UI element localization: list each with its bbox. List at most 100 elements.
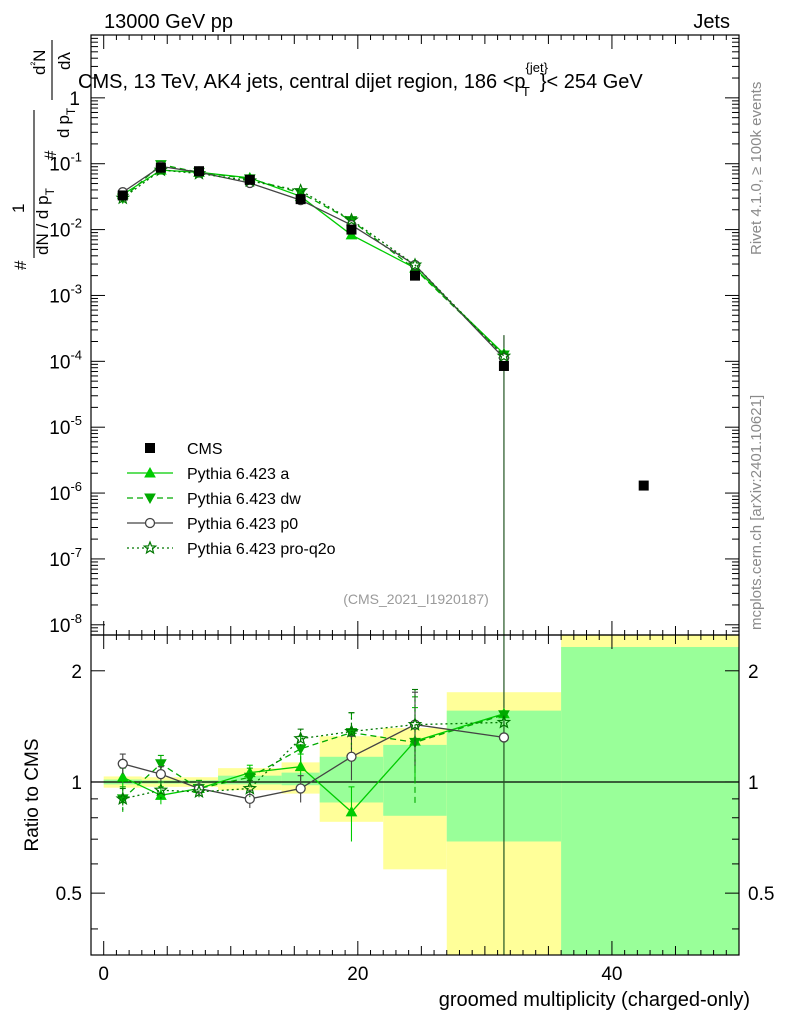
main-series-3-point-7 [496,348,512,363]
legend-label-2: Pythia 6.423 dw [187,491,301,508]
xtick-label-2: 40 [601,964,622,985]
ratio-series-2-point-7 [498,732,510,743]
ratio-series-0-point-0 [116,771,129,782]
legend-marker-3 [144,517,156,529]
header-right: Jets [693,11,730,33]
ratio-marks-group [115,688,512,842]
ytick-base-2: 10 [49,484,70,505]
ylabel-sq: ² [29,62,41,66]
ytick-base-1: 10 [49,550,70,571]
ratio-series-0-point-4 [294,760,307,772]
legend-marker-2 [144,493,156,505]
ratio-series-2-point-2 [193,783,205,794]
ylabel-dp: dpT [54,107,78,138]
ylabel-T2: T [64,107,78,115]
ytick-label-main-6: 10-2 [49,216,82,242]
ylabel-slash: / [33,219,52,233]
ratio-series-1-point-3 [243,772,256,784]
ratio-panel-frame [90,634,740,956]
xtick-label-1: 20 [347,964,368,985]
main-series-3-point-5 [344,212,359,227]
main-series-3-point-4 [293,183,308,197]
chart-title: CMS, 13 TeV, AK4 jets, central dijet reg… [78,60,643,99]
legend-label-1: Pythia 6.423 a [187,466,289,483]
ratio-series-2-point-4 [295,783,306,794]
ylabel-p1: p [33,195,52,209]
ytick-label-ratio-r-0: 0.5 [748,884,774,905]
ylabel-N1: N [33,233,52,245]
xlabel: groomed multiplicity (charged-only) [439,989,750,1011]
ratio-series-2-point-1 [155,768,167,780]
legend-label-0: CMS [187,441,223,458]
ytick-base-3: 10 [49,418,70,439]
legend-marker-4 [142,540,158,555]
chart-title-end: }< 254 GeV [540,71,644,93]
mcplots-label: mcplots.cern.ch [arXiv:2401.10621] [748,395,765,630]
ratio-series-2-point-0 [117,758,128,769]
legend-label-4: Pythia 6.423 pro-q2o [187,541,336,558]
ylabel-one: 1 [9,204,28,213]
ytick-label-main-5: 10-3 [49,281,82,307]
ylabel-dlambda: dλ [55,52,74,70]
ytick-label-main-top: 1 [69,89,80,110]
ytick-exp-6: -2 [70,216,82,231]
ratio-series-3-point-6 [407,716,423,731]
ratio-series-3-point-1 [153,782,169,797]
main-series-3-point-6 [407,257,423,272]
ratio-series-3-point-4 [293,731,308,745]
ratio-series-3-point-2 [191,784,207,799]
main-marks-group [115,160,649,955]
ylabel-N2: N [30,50,49,62]
analysis-id: (CMS_2021_I1920187) [343,591,489,607]
main-ylabel: # 1 dN / d pT # dpT d²N dλ [9,40,78,270]
ratio-series-3-point-7 [496,714,512,729]
rivet-label: Rivet 4.1.0, ≥ 100k events [748,82,765,255]
ytick-base-6: 10 [49,221,70,242]
ratio-series-3-point-3 [242,780,258,795]
ratio-series-line-0 [122,713,505,813]
ytick-exp-4: -4 [70,347,82,362]
legend: CMS Pythia 6.423 a Pythia 6.423 dw Pythia 6… [127,441,336,558]
ytick-exp-7: -1 [70,150,82,165]
ratio-series-0-point-5 [345,805,358,817]
ytick-label-ratio-r-2: 2 [748,662,759,683]
ratio-series-line-3 [122,721,504,800]
ratio-ylabel: Ratio to CMS [22,739,43,852]
ytick-label-main-0: 10-8 [49,611,82,637]
ytick-exp-2: -6 [70,479,82,494]
ytick-label-main-7: 10-1 [49,150,82,176]
ylabel-T1: T [43,187,57,195]
data-point-6 [410,270,420,281]
header-left: 13000 GeV pp [104,11,233,33]
ytick-label-ratio-l-0: 0.5 [56,884,82,905]
ylabel-d1: d [33,246,52,255]
ytick-label-ratio-l-1: 1 [71,773,82,794]
ylabel-d4: d [30,66,49,75]
legend-label-3: Pythia 6.423 p0 [187,516,298,533]
ratio-band-stat-8 [561,646,739,955]
ytick-base-5: 10 [49,286,70,307]
ratio-series-line-1 [122,714,505,800]
ylabel-d3: d [54,129,73,138]
xtick-label-0: 0 [98,964,109,985]
data-point-2 [194,166,204,177]
data-point-1 [155,162,166,173]
main-series-line-0 [122,169,505,355]
ytick-exp-0: -8 [70,611,82,626]
ylabel-d2: d [33,210,52,219]
ratio-series-2-point-5 [346,751,357,762]
ylabel-hash-2: # [41,150,60,160]
ytick-label-main-1: 10-7 [49,545,82,571]
ytick-label-main-2: 10-6 [49,479,82,505]
ytick-label-main-3: 10-5 [49,413,82,439]
chart-title-sup: {jet} [526,60,549,75]
main-series-line-2 [122,165,505,359]
ratio-series-2-point-3 [244,793,255,805]
ytick-base-7: 10 [49,155,70,176]
ratio-series-3-point-5 [344,723,359,738]
data-point-7 [498,360,509,371]
ylabel-p2: p [54,115,73,124]
data-point-8 [638,480,649,491]
axes-group: 0 20 4010-810-710-610-510-410-310-210-110.… [49,34,774,985]
